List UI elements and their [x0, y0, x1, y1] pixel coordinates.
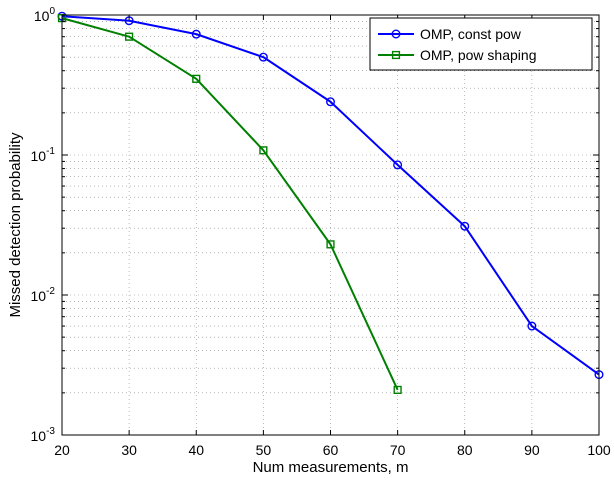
grid: [62, 15, 599, 435]
x-tick-label: 60: [323, 442, 339, 458]
y-tick-label: 10-3: [31, 426, 56, 444]
data-point: [191, 29, 201, 39]
legend-box: [369, 17, 593, 71]
data-point: [527, 321, 537, 331]
data-point: [259, 146, 268, 155]
data-point: [326, 240, 335, 249]
legend-marker: [391, 50, 401, 60]
x-tick-label: 40: [188, 442, 204, 458]
data-point: [393, 385, 402, 394]
x-tick-label: 50: [256, 442, 272, 458]
x-tick-label: 20: [54, 442, 70, 458]
legend-label: OMP, const pow: [420, 26, 522, 42]
legend: OMP, const pow OMP, pow shaping: [369, 17, 593, 71]
ticks: 20 30 40 50 60 70 80 90 100 100 10-1 10-2 10-3: [31, 6, 611, 458]
data-point: [393, 160, 403, 170]
x-axis-label: Num measurements, m: [253, 459, 409, 476]
series-2: [57, 14, 402, 394]
plot-background: [62, 15, 599, 435]
x-tick-label: 80: [457, 442, 473, 458]
y-tick-label: 10-1: [31, 146, 56, 164]
y-axis-label: Missed detection probability: [7, 132, 24, 318]
legend-label: OMP, pow shaping: [420, 47, 536, 63]
data-point: [125, 32, 134, 41]
data-point: [192, 74, 201, 83]
x-tick-label: 70: [390, 442, 406, 458]
x-tick-label: 30: [121, 442, 137, 458]
data-point: [258, 52, 268, 62]
series-line: [61, 15, 600, 376]
series-line: [61, 17, 399, 391]
data-point: [326, 97, 336, 107]
legend-marker: [391, 29, 401, 39]
y-tick-label: 100: [34, 6, 56, 24]
x-tick-label: 90: [524, 442, 540, 458]
y-tick-label: 10-2: [31, 286, 56, 304]
x-tick-label: 100: [587, 442, 611, 458]
data-point: [460, 221, 470, 231]
